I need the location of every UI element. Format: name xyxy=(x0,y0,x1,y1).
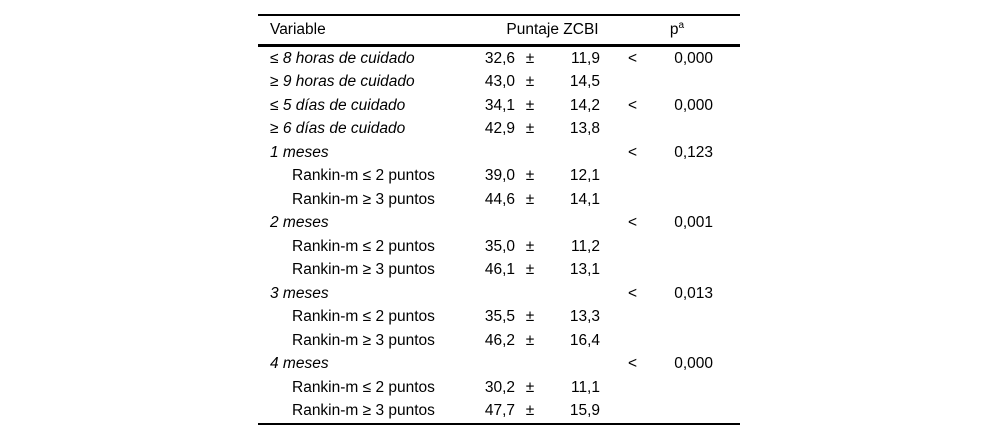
sd-cell: 13,1 xyxy=(569,261,600,279)
table-row: Rankin-m ≤ 2 puntos 39,0 ± 12,1 xyxy=(258,165,740,189)
comparator-cell: < xyxy=(627,96,638,114)
table-row: ≥ 6 días de cuidado 42,9 ± 13,8 xyxy=(258,118,740,142)
plusminus-cell: ± xyxy=(525,49,535,67)
table-body: ≤ 8 horas de cuidado 32,6 ± 11,9 < 0,000… xyxy=(258,47,740,423)
column-header-puntaje-zcbi: Puntaje ZCBI xyxy=(506,21,599,38)
variable-cell: Rankin-m ≥ 3 puntos xyxy=(292,261,435,279)
variable-cell: ≥ 6 días de cuidado xyxy=(270,120,406,138)
variable-cell: ≥ 9 horas de cuidado xyxy=(270,73,415,91)
variable-cell: Rankin-m ≥ 3 puntos xyxy=(292,331,435,349)
variable-cell: ≤ 8 horas de cuidado xyxy=(270,49,415,67)
plusminus-cell: ± xyxy=(525,120,535,138)
table-row: 4 meses < 0,000 xyxy=(258,353,740,377)
p-value-cell: 0,001 xyxy=(674,214,713,232)
mean-cell: 47,7 xyxy=(484,402,515,420)
plusminus-cell: ± xyxy=(525,402,535,420)
p-value-cell: 0,123 xyxy=(674,143,713,161)
comparator-cell: < xyxy=(627,355,638,373)
variable-cell: Rankin-m ≤ 2 puntos xyxy=(292,237,435,255)
comparator-cell: < xyxy=(627,143,638,161)
sd-cell: 11,2 xyxy=(570,237,600,255)
plusminus-cell: ± xyxy=(525,308,535,326)
variable-cell: Rankin-m ≤ 2 puntos xyxy=(292,308,435,326)
p-label: p xyxy=(669,21,679,38)
variable-cell: Rankin-m ≤ 2 puntos xyxy=(292,378,435,396)
sd-cell: 14,5 xyxy=(569,73,600,91)
p-value-cell: 0,000 xyxy=(674,49,713,67)
p-value-cell: 0,000 xyxy=(674,355,713,373)
plusminus-cell: ± xyxy=(525,331,535,349)
mean-cell: 35,0 xyxy=(484,237,515,255)
mean-cell: 42,9 xyxy=(484,120,515,138)
table-row: Rankin-m ≤ 2 puntos 30,2 ± 11,1 xyxy=(258,376,740,400)
mean-cell: 44,6 xyxy=(484,190,515,208)
variable-cell: Rankin-m ≤ 2 puntos xyxy=(292,167,435,185)
plusminus-cell: ± xyxy=(525,167,535,185)
plusminus-cell: ± xyxy=(525,190,535,208)
mean-cell: 46,2 xyxy=(484,331,515,349)
variable-cell: 2 meses xyxy=(270,214,329,232)
plusminus-cell: ± xyxy=(525,378,535,396)
mean-cell: 32,6 xyxy=(484,49,515,67)
table-row: ≤ 5 días de cuidado 34,1 ± 14,2 < 0,000 xyxy=(258,94,740,118)
mean-cell: 30,2 xyxy=(484,378,515,396)
table-row: 3 meses < 0,013 xyxy=(258,282,740,306)
column-header-variable: Variable xyxy=(270,21,326,38)
sd-cell: 13,8 xyxy=(569,120,600,138)
comparator-cell: < xyxy=(627,214,638,232)
variable-cell: 4 meses xyxy=(270,355,329,373)
plusminus-cell: ± xyxy=(525,96,535,114)
plusminus-cell: ± xyxy=(525,237,535,255)
mean-cell: 39,0 xyxy=(484,167,515,185)
sd-cell: 12,1 xyxy=(569,167,600,185)
sd-cell: 13,3 xyxy=(569,308,600,326)
plusminus-cell: ± xyxy=(525,73,535,91)
sd-cell: 11,1 xyxy=(570,378,600,396)
sd-cell: 11,9 xyxy=(570,49,600,67)
table-row: ≤ 8 horas de cuidado 32,6 ± 11,9 < 0,000 xyxy=(258,47,740,71)
sd-cell: 14,1 xyxy=(569,190,600,208)
table-row: Rankin-m ≥ 3 puntos 47,7 ± 15,9 xyxy=(258,400,740,424)
table-row: 2 meses < 0,001 xyxy=(258,212,740,236)
sd-cell: 16,4 xyxy=(569,331,600,349)
table-row: Rankin-m ≤ 2 puntos 35,5 ± 13,3 xyxy=(258,306,740,330)
table-row: Rankin-m ≥ 3 puntos 46,1 ± 13,1 xyxy=(258,259,740,283)
variable-cell: ≤ 5 días de cuidado xyxy=(270,96,406,114)
p-value-cell: 0,013 xyxy=(674,284,713,302)
sd-cell: 15,9 xyxy=(569,402,600,420)
table-row: 1 meses < 0,123 xyxy=(258,141,740,165)
variable-cell: 1 meses xyxy=(270,143,329,161)
table-row: Rankin-m ≥ 3 puntos 44,6 ± 14,1 xyxy=(258,188,740,212)
zcbi-statistics-table: Variable Puntaje ZCBI pa ≤ 8 horas de cu… xyxy=(258,14,740,425)
table-row: ≥ 9 horas de cuidado 43,0 ± 14,5 xyxy=(258,71,740,95)
table-header-row: Variable Puntaje ZCBI pa xyxy=(258,16,740,47)
p-value-cell: 0,000 xyxy=(674,96,713,114)
mean-cell: 35,5 xyxy=(484,308,515,326)
p-superscript-a: a xyxy=(678,19,685,31)
column-header-p: pa xyxy=(633,19,721,39)
mean-cell: 34,1 xyxy=(484,96,515,114)
mean-cell: 43,0 xyxy=(484,73,515,91)
mean-cell: 46,1 xyxy=(484,261,515,279)
plusminus-cell: ± xyxy=(525,261,535,279)
table-row: Rankin-m ≤ 2 puntos 35,0 ± 11,2 xyxy=(258,235,740,259)
comparator-cell: < xyxy=(627,49,638,67)
table-row: Rankin-m ≥ 3 puntos 46,2 ± 16,4 xyxy=(258,329,740,353)
variable-cell: Rankin-m ≥ 3 puntos xyxy=(292,190,435,208)
variable-cell: Rankin-m ≥ 3 puntos xyxy=(292,402,435,420)
sd-cell: 14,2 xyxy=(569,96,600,114)
variable-cell: 3 meses xyxy=(270,284,329,302)
comparator-cell: < xyxy=(627,284,638,302)
